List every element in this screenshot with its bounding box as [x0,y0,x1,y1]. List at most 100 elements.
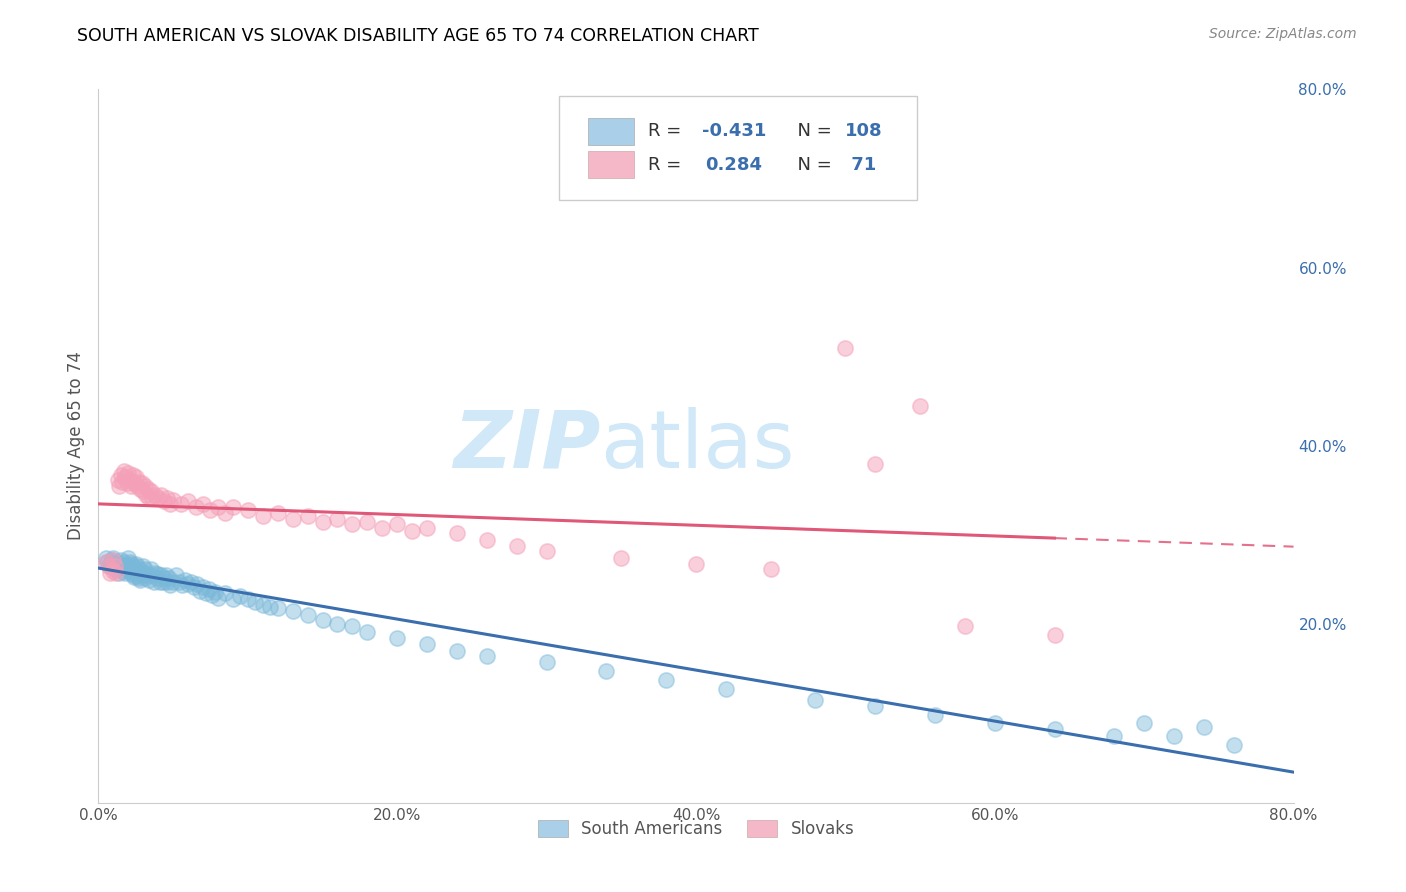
Point [112,555,135,569]
Point [125,557,148,571]
Point [156,491,179,505]
Point [152,574,174,589]
Point [201,588,224,602]
Point [97,559,120,574]
Point [924,708,946,723]
Point [198,582,221,596]
Point [446,644,468,658]
Point [281,604,304,618]
Point [595,664,617,678]
Point [135,488,157,502]
Point [610,550,633,565]
Point [311,613,333,627]
Point [446,526,468,541]
Point [804,693,827,707]
Point [108,479,131,493]
Point [150,568,173,582]
Point [159,497,181,511]
Point [149,574,172,589]
Point [184,500,207,514]
Point [110,553,132,567]
Point [1133,715,1156,730]
Point [134,571,156,585]
Point [134,479,156,493]
Point [953,619,976,633]
Point [236,592,259,607]
Point [188,583,211,598]
Point [326,617,349,632]
Point [101,553,124,567]
Point [117,550,139,565]
Point [138,573,160,587]
Point [128,562,150,576]
Point [135,566,157,580]
Point [117,466,139,480]
Point [169,497,191,511]
Point [162,492,184,507]
Text: 0.284: 0.284 [706,156,762,174]
FancyBboxPatch shape [589,118,634,145]
Point [204,585,226,599]
Point [1163,729,1185,743]
Point [132,568,155,582]
Point [259,599,281,614]
Point [124,570,146,584]
Point [159,578,181,592]
Point [180,574,202,589]
Point [124,476,146,491]
Point [103,564,125,578]
Text: Source: ZipAtlas.com: Source: ZipAtlas.com [1209,27,1357,41]
Point [136,482,159,496]
Point [267,601,290,615]
Point [117,559,139,574]
Point [229,589,252,603]
Point [356,515,378,529]
Point [148,567,170,582]
Point [120,557,142,571]
Point [107,559,129,574]
Text: N =: N = [786,156,837,174]
Point [356,624,378,639]
Point [191,497,214,511]
Point [416,521,439,535]
Point [134,562,156,576]
Point [141,568,163,582]
Point [984,715,1007,730]
Text: atlas: atlas [600,407,794,485]
Text: R =: R = [648,156,693,174]
Point [1223,738,1246,752]
FancyBboxPatch shape [589,152,634,178]
Y-axis label: Disability Age 65 to 74: Disability Age 65 to 74 [66,351,84,541]
Point [129,573,152,587]
Point [112,561,135,575]
Point [98,557,122,571]
Point [267,506,290,520]
Point [128,571,150,585]
Point [207,500,229,514]
Point [110,467,132,482]
Point [112,464,135,478]
Point [111,557,134,571]
Point [281,512,304,526]
Text: -0.431: -0.431 [702,122,766,140]
Point [162,574,184,589]
Point [114,558,136,573]
Point [536,655,558,669]
Point [311,515,333,529]
Point [97,559,120,574]
Point [125,470,148,484]
Point [153,571,176,585]
Point [105,566,128,580]
Point [94,555,117,569]
Point [177,577,200,591]
Point [759,562,782,576]
Point [155,568,177,582]
Point [222,592,245,607]
Point [371,521,394,535]
Point [143,566,166,580]
Point [136,568,159,582]
Point [110,559,132,574]
Point [108,566,131,580]
Point [129,482,152,496]
Text: SOUTH AMERICAN VS SLOVAK DISABILITY AGE 65 TO 74 CORRELATION CHART: SOUTH AMERICAN VS SLOVAK DISABILITY AGE … [77,27,759,45]
